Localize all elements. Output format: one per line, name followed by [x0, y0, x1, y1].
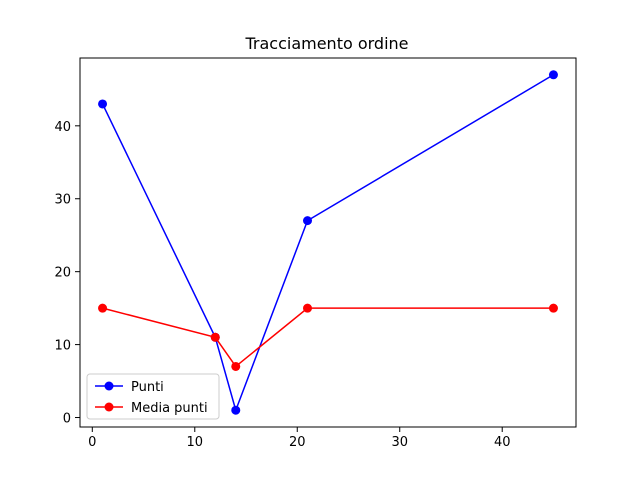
data-point-media-punti [548, 303, 558, 313]
legend-label-punti: Punti [131, 380, 164, 395]
data-point-media-punti [303, 303, 313, 313]
x-tick-label: 10 [187, 435, 204, 450]
legend-label-media-punti: Media punti [131, 401, 208, 416]
series-line-media-punti [102, 307, 554, 368]
y-tick-label: 30 [54, 193, 71, 208]
data-point-punti [548, 70, 558, 80]
y-tick-label: 20 [54, 266, 71, 281]
x-tick-label: 30 [391, 435, 408, 450]
legend-marker-punti [104, 381, 114, 391]
x-tick-label: 20 [289, 435, 306, 450]
data-point-punti [303, 216, 313, 226]
x-tick-label: 40 [494, 435, 511, 450]
data-point-media-punti [210, 332, 220, 342]
data-point-punti [231, 405, 241, 415]
legend-marker-media-punti [104, 402, 114, 412]
plot-frame [79, 57, 577, 428]
data-point-media-punti [98, 303, 108, 313]
x-tick-label: 0 [88, 435, 96, 450]
legend: Punti Media punti [86, 373, 220, 420]
y-tick-label: 10 [54, 339, 71, 354]
series-line-punti [101, 74, 554, 413]
data-point-punti [98, 99, 108, 109]
y-tick-label: 0 [63, 412, 71, 427]
y-tick-label: 40 [54, 120, 71, 135]
chart-title: Tracciamento ordine [244, 34, 408, 53]
data-point-media-punti [231, 361, 241, 371]
